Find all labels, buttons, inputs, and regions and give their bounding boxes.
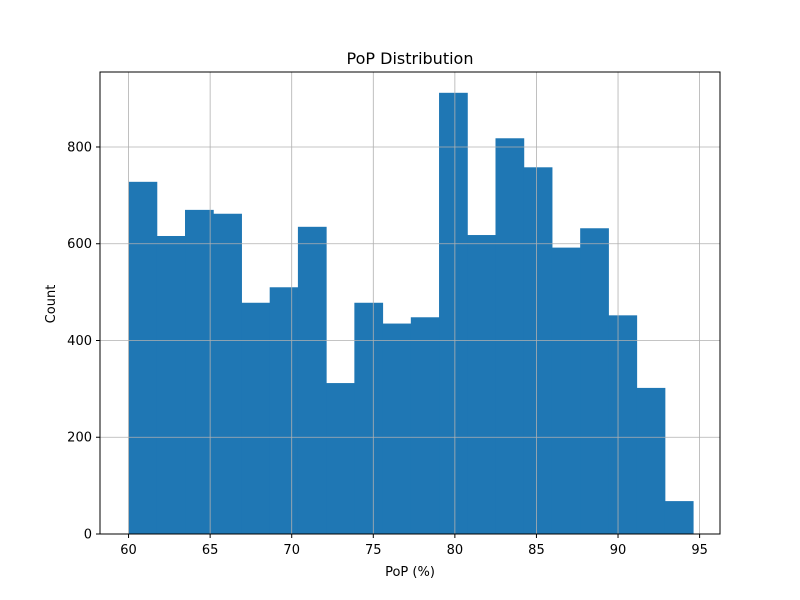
x-axis-label: PoP (%) xyxy=(385,565,435,580)
y-tick-label: 0 xyxy=(84,528,92,543)
y-tick-label: 800 xyxy=(67,140,92,155)
histogram-bar xyxy=(439,92,468,534)
x-tick-label: 95 xyxy=(691,543,708,558)
histogram-bar xyxy=(297,226,327,535)
histogram-bar xyxy=(326,383,355,534)
histogram-bar xyxy=(241,302,271,534)
y-tick-label: 200 xyxy=(67,431,92,446)
axes-layer: 60 65 70 75 80 85 90 95 0 200 400 600 800 xyxy=(67,71,721,558)
bars-layer xyxy=(100,72,720,535)
histogram-bar xyxy=(354,302,384,534)
x-tick-label: 65 xyxy=(202,543,219,558)
histogram-bar xyxy=(156,235,186,534)
histogram-bar xyxy=(185,209,214,535)
histogram-bar xyxy=(382,323,412,534)
histogram-bar xyxy=(410,317,440,534)
y-axis-label: Count xyxy=(44,285,59,324)
x-tick-label: 90 xyxy=(610,543,627,558)
chart-title: PoP Distribution xyxy=(347,49,474,68)
histogram-bar xyxy=(523,167,553,534)
histogram-bar xyxy=(128,181,158,534)
histogram-bar xyxy=(269,287,299,534)
histogram-bar xyxy=(608,315,638,534)
x-tick-label: 70 xyxy=(283,543,300,558)
histogram-bar xyxy=(664,501,694,534)
histogram-bar xyxy=(580,228,609,534)
plot-frame xyxy=(99,71,721,535)
y-tick-label: 600 xyxy=(67,237,92,252)
x-tick-label: 75 xyxy=(365,543,382,558)
x-tick-label: 80 xyxy=(447,543,464,558)
histogram-bar xyxy=(213,213,242,534)
histogram-bar xyxy=(467,235,496,534)
x-tick-label: 85 xyxy=(528,543,545,558)
histogram-bar xyxy=(495,138,525,535)
histogram-bar xyxy=(636,387,666,534)
x-tick-label: 60 xyxy=(120,543,137,558)
histogram-bar xyxy=(551,247,581,534)
y-tick-label: 400 xyxy=(67,334,92,349)
